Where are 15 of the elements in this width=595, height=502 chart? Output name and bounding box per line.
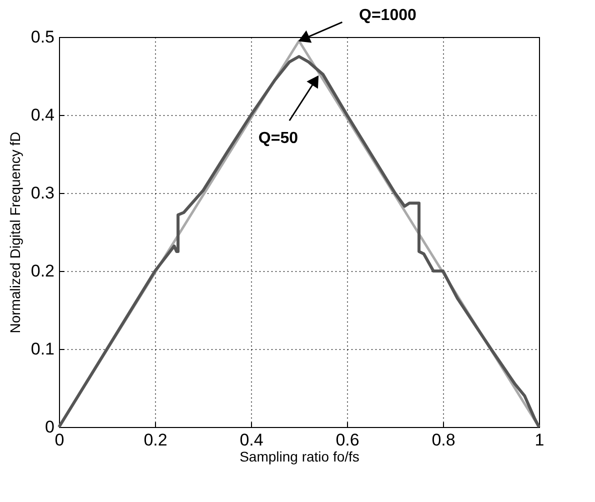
- annotation: Q=50: [258, 130, 298, 147]
- annotation: Q=1000: [359, 6, 416, 24]
- x-tick-label: 1: [534, 430, 544, 450]
- x-tick-label: 0.6: [336, 430, 360, 450]
- y-tick-label: 0.2: [30, 262, 54, 280]
- y-tick-label: 0.3: [30, 184, 54, 202]
- x-axis-title: Sampling ratio fo/fs: [240, 448, 360, 464]
- x-tick-label: 0.2: [144, 430, 168, 450]
- y-tick-label: 0.1: [30, 340, 54, 358]
- x-tick-label: 0.4: [240, 430, 264, 450]
- x-tick-label: 0.8: [432, 430, 456, 450]
- y-tick-label: 0.5: [30, 28, 54, 46]
- y-axis-title: Normalized Digital Frequency fD: [6, 132, 23, 334]
- y-tick-label: 0.4: [30, 106, 54, 124]
- y-tick-label: 0: [45, 418, 54, 436]
